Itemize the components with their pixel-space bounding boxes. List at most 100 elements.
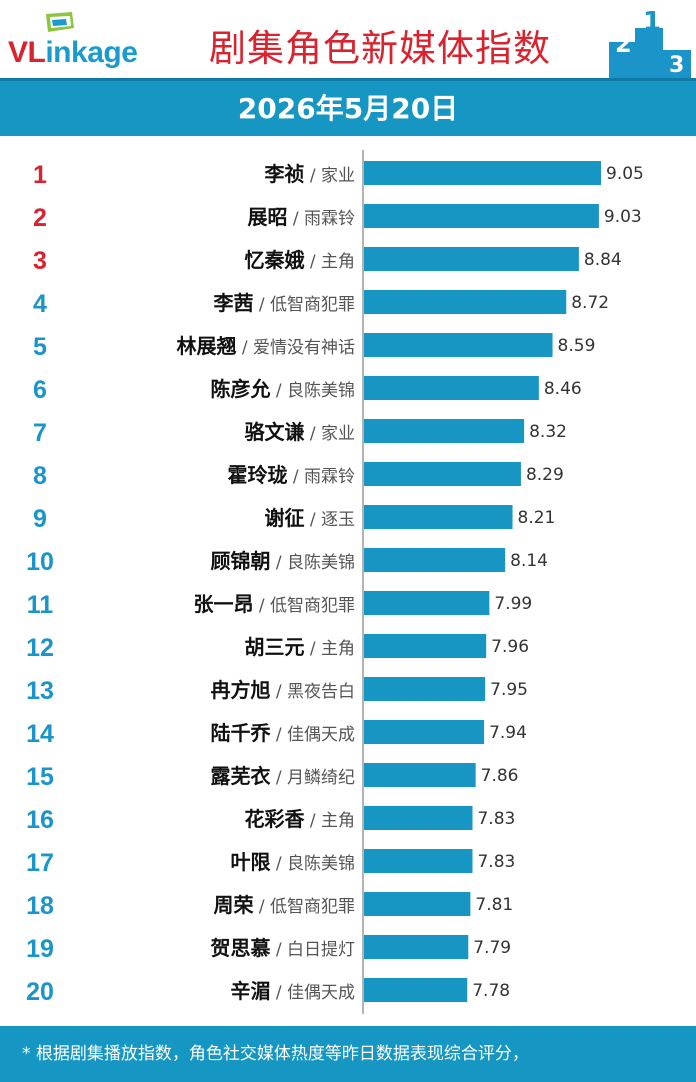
- role-label: 冉方旭 / 黑夜告白: [210, 678, 355, 702]
- value-label: 8.21: [518, 508, 556, 528]
- report-date: 2026年5月20日: [237, 92, 459, 125]
- role-name: 李祯: [263, 162, 304, 186]
- rank-number: 2: [33, 204, 47, 232]
- drama-name: / 低智商犯罪: [253, 897, 355, 917]
- value-bar: [364, 720, 485, 744]
- logo-mark-icon: [46, 12, 74, 32]
- rank-number: 20: [26, 978, 54, 1006]
- value-label: 9.03: [604, 207, 642, 227]
- rank-number: 1: [33, 161, 47, 189]
- footnote: * 根据剧集播放指数，角色社交媒体热度等昨日数据表现综合评分，: [22, 1044, 529, 1064]
- role-label: 贺思慕 / 白日提灯: [210, 936, 355, 960]
- value-bar: [364, 419, 525, 443]
- value-label: 7.78: [472, 981, 510, 1001]
- ranking-chart: 1 李祯 / 家业 9.05 2 展昭 / 雨霖铃 9.03 3 忆秦娥 / 主角 8.84 4 李…: [0, 136, 696, 1016]
- value-bar: [364, 806, 473, 830]
- drama-name: / 家业: [304, 166, 355, 186]
- role-label: 陆千乔 / 佳偶天成: [210, 721, 355, 745]
- role-name: 叶限: [230, 850, 270, 874]
- role-label: 陈彦允 / 良陈美锦: [210, 377, 355, 401]
- role-label: 叶限 / 良陈美锦: [230, 850, 355, 874]
- ranking-chart-svg: 1 李祯 / 家业 9.05 2 展昭 / 雨霖铃 9.03 3 忆秦娥 / 主角 8.84 4 李…: [26, 150, 644, 1014]
- value-bar: [364, 634, 487, 658]
- rank-number: 16: [26, 806, 54, 834]
- value-bar: [364, 290, 567, 314]
- vlinkage-logo: VLinkage: [8, 8, 158, 74]
- value-label: 8.84: [584, 250, 622, 270]
- value-label: 7.99: [494, 594, 532, 614]
- role-name: 谢征: [264, 506, 304, 530]
- role-name: 陆千乔: [210, 721, 271, 745]
- rank-number: 5: [33, 333, 47, 361]
- value-bar: [364, 204, 599, 228]
- rank-number: 13: [26, 677, 54, 705]
- role-label: 李茜 / 低智商犯罪: [212, 291, 355, 315]
- rank-number: 19: [26, 935, 54, 963]
- svg-text:1: 1: [643, 8, 661, 37]
- drama-name: / 低智商犯罪: [253, 295, 355, 315]
- role-label: 林展翘 / 爱情没有神话: [176, 334, 355, 358]
- rank-number: 3: [33, 247, 47, 275]
- role-label: 辛湄 / 佳偶天成: [230, 979, 355, 1003]
- role-label: 忆秦娥 / 主角: [244, 248, 355, 272]
- role-name: 展昭: [247, 205, 287, 229]
- value-label: 7.83: [477, 852, 515, 872]
- date-banner: 2026年5月20日: [0, 78, 696, 136]
- value-label: 7.83: [477, 809, 515, 829]
- drama-name: / 良陈美锦: [270, 381, 355, 401]
- drama-name: / 主角: [304, 639, 355, 659]
- value-label: 7.81: [475, 895, 513, 915]
- drama-name: / 主角: [304, 811, 355, 831]
- value-bar: [364, 978, 468, 1002]
- role-name: 贺思慕: [210, 936, 270, 960]
- value-bar: [364, 376, 539, 400]
- drama-name: / 爱情没有神话: [236, 338, 355, 358]
- drama-name: / 良陈美锦: [270, 854, 355, 874]
- role-name: 冉方旭: [210, 678, 270, 702]
- rank-number: 12: [26, 634, 54, 662]
- value-bar: [364, 462, 521, 486]
- value-label: 7.96: [491, 637, 529, 657]
- footer-banner: * 根据剧集播放指数，角色社交媒体热度等昨日数据表现综合评分，: [0, 1026, 696, 1082]
- value-label: 8.32: [529, 422, 567, 442]
- value-bar: [364, 892, 471, 916]
- value-bar: [364, 935, 469, 959]
- value-bar: [364, 548, 506, 572]
- value-bar: [364, 333, 553, 357]
- value-bar: [364, 763, 476, 787]
- value-label: 8.72: [571, 293, 609, 313]
- value-label: 7.86: [481, 766, 519, 786]
- drama-name: / 月鳞绮纪: [270, 768, 355, 788]
- value-bar: [364, 505, 513, 529]
- value-label: 7.94: [489, 723, 527, 743]
- rank-number: 14: [26, 720, 54, 748]
- role-name: 张一昂: [193, 592, 253, 616]
- role-name: 花彩香: [244, 807, 305, 831]
- role-name: 骆文谦: [244, 420, 304, 444]
- value-label: 7.95: [490, 680, 528, 700]
- value-label: 8.59: [558, 336, 596, 356]
- header: VLinkage 剧集角色新媒体指数 2 1 3: [0, 0, 696, 78]
- role-label: 李祯 / 家业: [263, 162, 355, 186]
- rank-number: 9: [33, 505, 47, 533]
- drama-name: / 低智商犯罪: [253, 596, 355, 616]
- drama-name: / 佳偶天成: [270, 983, 355, 1003]
- value-bar: [364, 849, 473, 873]
- value-label: 8.46: [544, 379, 582, 399]
- role-label: 谢征 / 逐玉: [264, 506, 355, 530]
- role-name: 胡三元: [244, 635, 304, 659]
- rank-number: 8: [33, 462, 47, 490]
- role-name: 辛湄: [230, 979, 270, 1003]
- role-name: 林展翘: [176, 334, 236, 358]
- page-title: 剧集角色新媒体指数: [209, 27, 551, 70]
- role-name: 李茜: [212, 291, 253, 315]
- rank-number: 11: [27, 591, 54, 619]
- value-bar: [364, 591, 490, 615]
- value-label: 7.79: [473, 938, 511, 958]
- svg-text:2: 2: [615, 30, 632, 58]
- role-label: 顾锦朝 / 良陈美锦: [210, 549, 355, 573]
- rank-number: 7: [33, 419, 47, 447]
- value-label: 9.05: [606, 164, 644, 184]
- role-label: 骆文谦 / 家业: [244, 420, 355, 444]
- drama-name: / 家业: [304, 424, 355, 444]
